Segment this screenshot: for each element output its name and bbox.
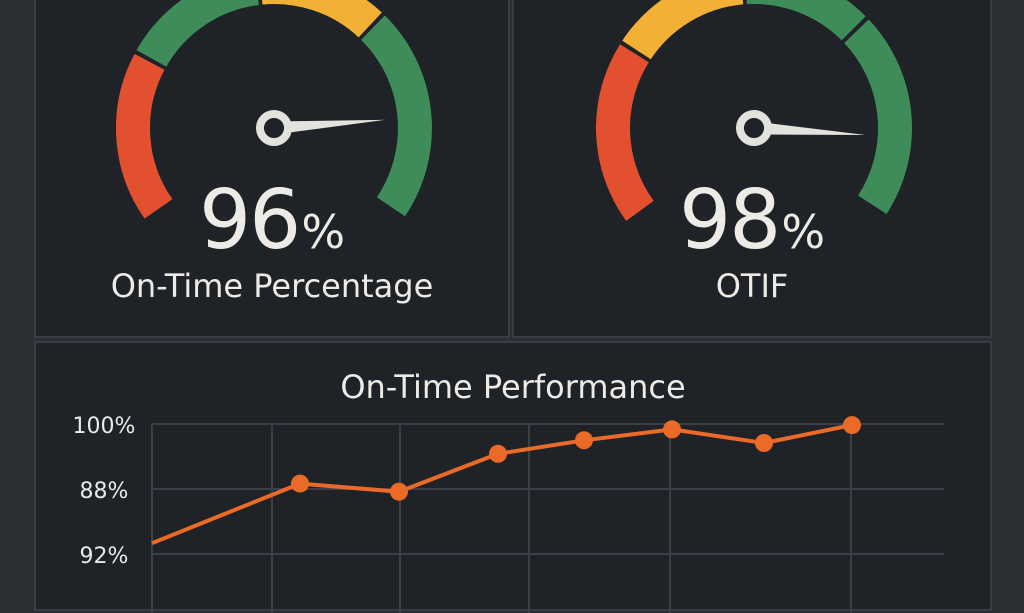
gauge-value: 98% bbox=[514, 176, 990, 288]
data-point bbox=[291, 474, 309, 493]
gauge-dial bbox=[595, 0, 912, 221]
data-point bbox=[575, 431, 593, 450]
gauge-segment-green bbox=[359, 14, 432, 217]
data-point bbox=[390, 482, 408, 501]
y-tick-label: 88% bbox=[80, 479, 129, 504]
gauge-segment-yellow bbox=[621, 0, 744, 61]
on-time-performance-chart-panel: On-Time Performance 100% 88% 92% bbox=[34, 341, 992, 613]
data-point bbox=[843, 416, 861, 435]
gauge-label: On-Time Percentage bbox=[110, 267, 434, 305]
gauge-needle-hub bbox=[736, 110, 772, 146]
data-point bbox=[755, 434, 773, 452]
gauge-segment-divider bbox=[618, 39, 653, 63]
gauge-segment-red bbox=[115, 53, 173, 219]
gauge-number: 96 bbox=[198, 173, 301, 268]
gauge-segment-divider bbox=[133, 49, 169, 71]
on-time-percentage-gauge-panel: 96% On-Time Percentage bbox=[34, 0, 510, 338]
gauge-segment-divider bbox=[259, 0, 263, 7]
gauge-dial bbox=[115, 0, 432, 219]
gauge-segment-green bbox=[135, 0, 260, 69]
gauge-segment-green bbox=[744, 0, 866, 41]
gauge-number: 98 bbox=[678, 173, 781, 268]
gauge-segment-divider bbox=[357, 11, 387, 42]
gauge-segment-divider bbox=[840, 15, 871, 45]
gauge-segment-divider bbox=[743, 0, 747, 7]
data-point bbox=[663, 420, 681, 439]
gauge-segment-red bbox=[595, 44, 654, 221]
gauge-segment-yellow bbox=[260, 0, 382, 38]
gauge-unit: % bbox=[781, 205, 826, 259]
gauge-unit: % bbox=[301, 205, 346, 259]
line-chart: 100% 88% 92% bbox=[73, 414, 944, 613]
gauge-value: 96% bbox=[36, 176, 508, 288]
gauge-segment-green bbox=[842, 18, 912, 215]
gauge-needle bbox=[273, 119, 386, 135]
gauge-label: OTIF bbox=[715, 267, 789, 305]
y-tick-label: 100% bbox=[73, 414, 136, 439]
otif-gauge-panel: 98% OTIF bbox=[512, 0, 992, 338]
data-point bbox=[489, 444, 507, 463]
series-line bbox=[151, 423, 853, 546]
gauge-needle bbox=[753, 121, 866, 135]
y-tick-label: 92% bbox=[80, 544, 129, 569]
chart-title: On-Time Performance bbox=[340, 368, 686, 406]
gauge-needle-hub bbox=[256, 110, 292, 146]
